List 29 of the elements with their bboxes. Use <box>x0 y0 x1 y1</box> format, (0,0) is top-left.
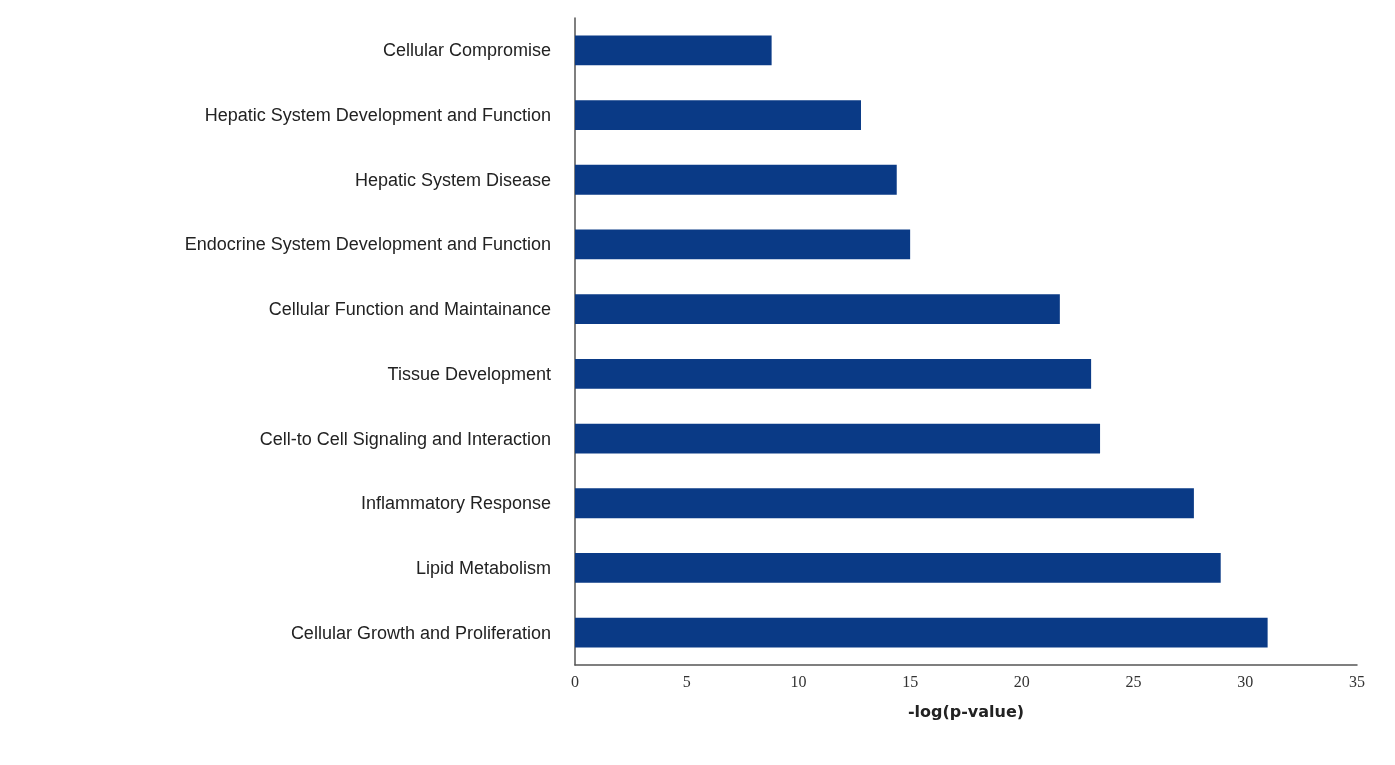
x-tick-label: 15 <box>902 672 919 690</box>
x-tick-label: 0 <box>571 672 579 690</box>
bar <box>575 553 1221 583</box>
y-tick-label: Inflammatory Response <box>360 493 551 514</box>
y-tick-label: Cellular Growth and Proliferation <box>290 622 551 643</box>
y-tick-label: Hepatic System Disease <box>354 169 551 190</box>
y-tick-label: Endocrine System Development and Function <box>184 234 551 255</box>
bar <box>575 488 1194 519</box>
y-tick-label: Cell-to Cell Signaling and Interaction <box>259 428 551 449</box>
bar <box>575 294 1060 325</box>
x-tick-label: 10 <box>790 672 807 690</box>
bar <box>575 617 1268 648</box>
bar <box>575 358 1092 389</box>
bar <box>575 164 897 195</box>
y-tick-label: Cellular Compromise <box>382 40 551 61</box>
x-axis-title: -log(p-value) <box>907 701 1025 721</box>
bar <box>575 229 911 260</box>
y-tick-label: Tissue Development <box>387 363 551 384</box>
bar <box>575 35 772 66</box>
x-tick-label: 5 <box>682 672 691 690</box>
x-tick-label: 35 <box>1349 672 1365 690</box>
bar <box>575 423 1101 454</box>
x-tick-label: 25 <box>1125 672 1142 690</box>
y-tick-label: Hepatic System Development and Function <box>204 105 551 126</box>
x-tick-label: 30 <box>1237 672 1254 690</box>
x-tick-label: 20 <box>1013 672 1030 690</box>
y-tick-label: Cellular Function and Maintainance <box>268 299 551 320</box>
bar <box>575 100 861 130</box>
y-tick-label: Lipid Metabolism <box>415 557 551 578</box>
